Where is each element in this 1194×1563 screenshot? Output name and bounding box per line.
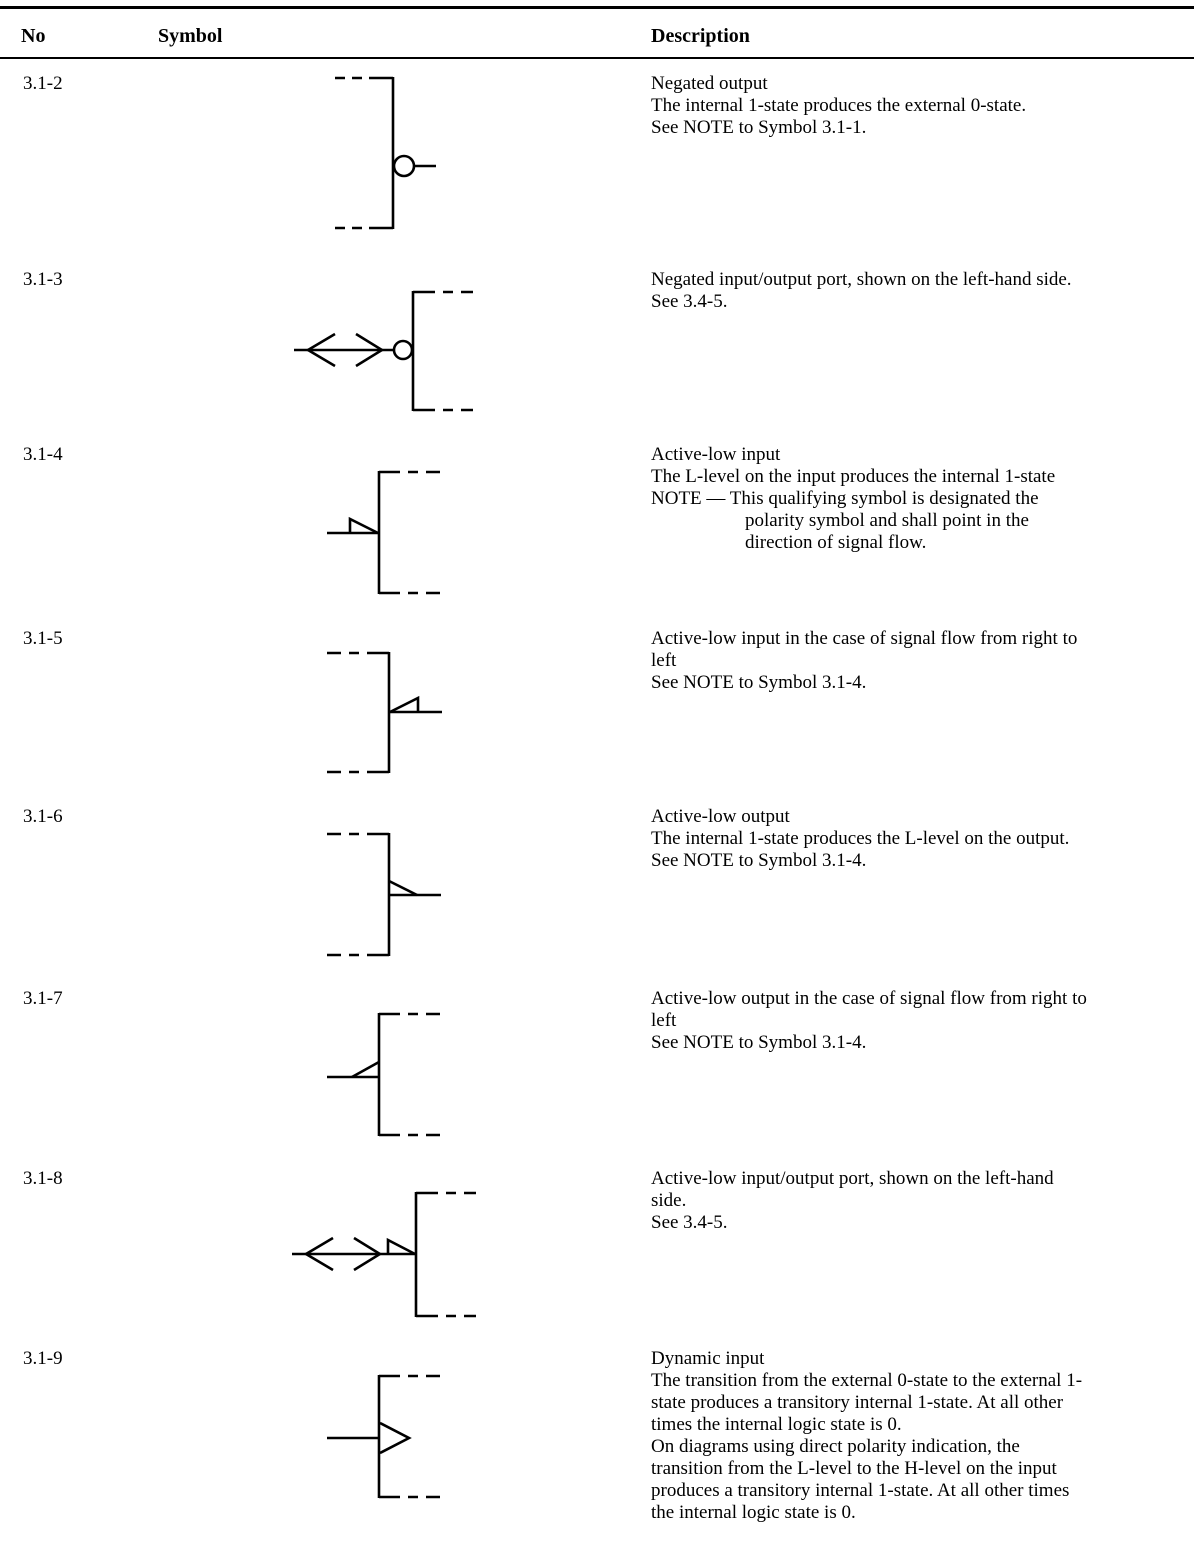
description-line: Dynamic input bbox=[651, 1348, 765, 1369]
description-line: The internal 1-state produces the L-leve… bbox=[651, 828, 1070, 849]
row-description: Active-low output in the case of signal … bbox=[651, 988, 1194, 1054]
header-bottom-rule bbox=[0, 57, 1194, 59]
description-line: state produces a transitory internal 1-s… bbox=[651, 1392, 1064, 1413]
description-line: The transition from the external 0-state… bbox=[651, 1370, 1083, 1391]
description-line: left bbox=[651, 650, 677, 671]
row-number: 3.1-7 bbox=[23, 988, 63, 1009]
header-no: No bbox=[21, 25, 46, 47]
row-description: Active-low input The L-level on the inpu… bbox=[651, 444, 1194, 554]
row-description: Negated input/output port, shown on the … bbox=[651, 269, 1194, 313]
row-description: Dynamic input The transition from the ex… bbox=[651, 1348, 1194, 1524]
row-number: 3.1-2 bbox=[23, 73, 63, 94]
row-description: Active-low output The internal 1-state p… bbox=[651, 806, 1194, 872]
description-line: The L-level on the input produces the in… bbox=[651, 466, 1056, 487]
description-line: the internal logic state is 0. bbox=[651, 1502, 856, 1523]
header-symbol: Symbol bbox=[158, 25, 223, 47]
description-line: Active-low input/output port, shown on t… bbox=[651, 1168, 1054, 1189]
description-line: See 3.4-5. bbox=[651, 291, 728, 312]
row-number: 3.1-9 bbox=[23, 1348, 63, 1369]
note-lead: NOTE — This qualifying symbol is designa… bbox=[651, 488, 1039, 509]
table-top-rule bbox=[0, 6, 1194, 9]
row-number: 3.1-8 bbox=[23, 1168, 63, 1189]
description-line: left bbox=[651, 1010, 677, 1031]
description-line: produces a transitory internal 1-state. … bbox=[651, 1480, 1070, 1501]
description-line: Active-low input bbox=[651, 444, 781, 465]
row-number: 3.1-5 bbox=[23, 628, 63, 649]
description-line: Active-low input in the case of signal f… bbox=[651, 628, 1078, 649]
row-description: Active-low input in the case of signal f… bbox=[651, 628, 1194, 694]
description-line: transition from the L-level to the H-lev… bbox=[651, 1458, 1057, 1479]
description-line: On diagrams using direct polarity indica… bbox=[651, 1436, 1020, 1457]
description-line: times the internal logic state is 0. bbox=[651, 1414, 902, 1435]
description-line: See NOTE to Symbol 3.1-1. bbox=[651, 117, 867, 138]
description-line: The internal 1-state produces the extern… bbox=[651, 95, 1027, 116]
description-line: See NOTE to Symbol 3.1-4. bbox=[651, 1032, 867, 1053]
note-continuation: direction of signal flow. bbox=[745, 532, 927, 553]
description-line: See NOTE to Symbol 3.1-4. bbox=[651, 672, 867, 693]
row-description: Active-low input/output port, shown on t… bbox=[651, 1168, 1194, 1234]
description-line: See NOTE to Symbol 3.1-4. bbox=[651, 850, 867, 871]
description-line: Active-low output bbox=[651, 806, 790, 827]
description-line: See 3.4-5. bbox=[651, 1212, 728, 1233]
description-line: Negated input/output port, shown on the … bbox=[651, 269, 1072, 290]
row-number: 3.1-4 bbox=[23, 444, 63, 465]
note-continuation: polarity symbol and shall point in the bbox=[745, 510, 1029, 531]
description-line: side. bbox=[651, 1190, 687, 1211]
row-number: 3.1-3 bbox=[23, 269, 63, 290]
description-line: Negated output bbox=[651, 73, 768, 94]
description-line: Active-low output in the case of signal … bbox=[651, 988, 1087, 1009]
header-description: Description bbox=[651, 25, 750, 47]
row-number: 3.1-6 bbox=[23, 806, 63, 827]
row-description: Negated output The internal 1-state prod… bbox=[651, 73, 1194, 139]
